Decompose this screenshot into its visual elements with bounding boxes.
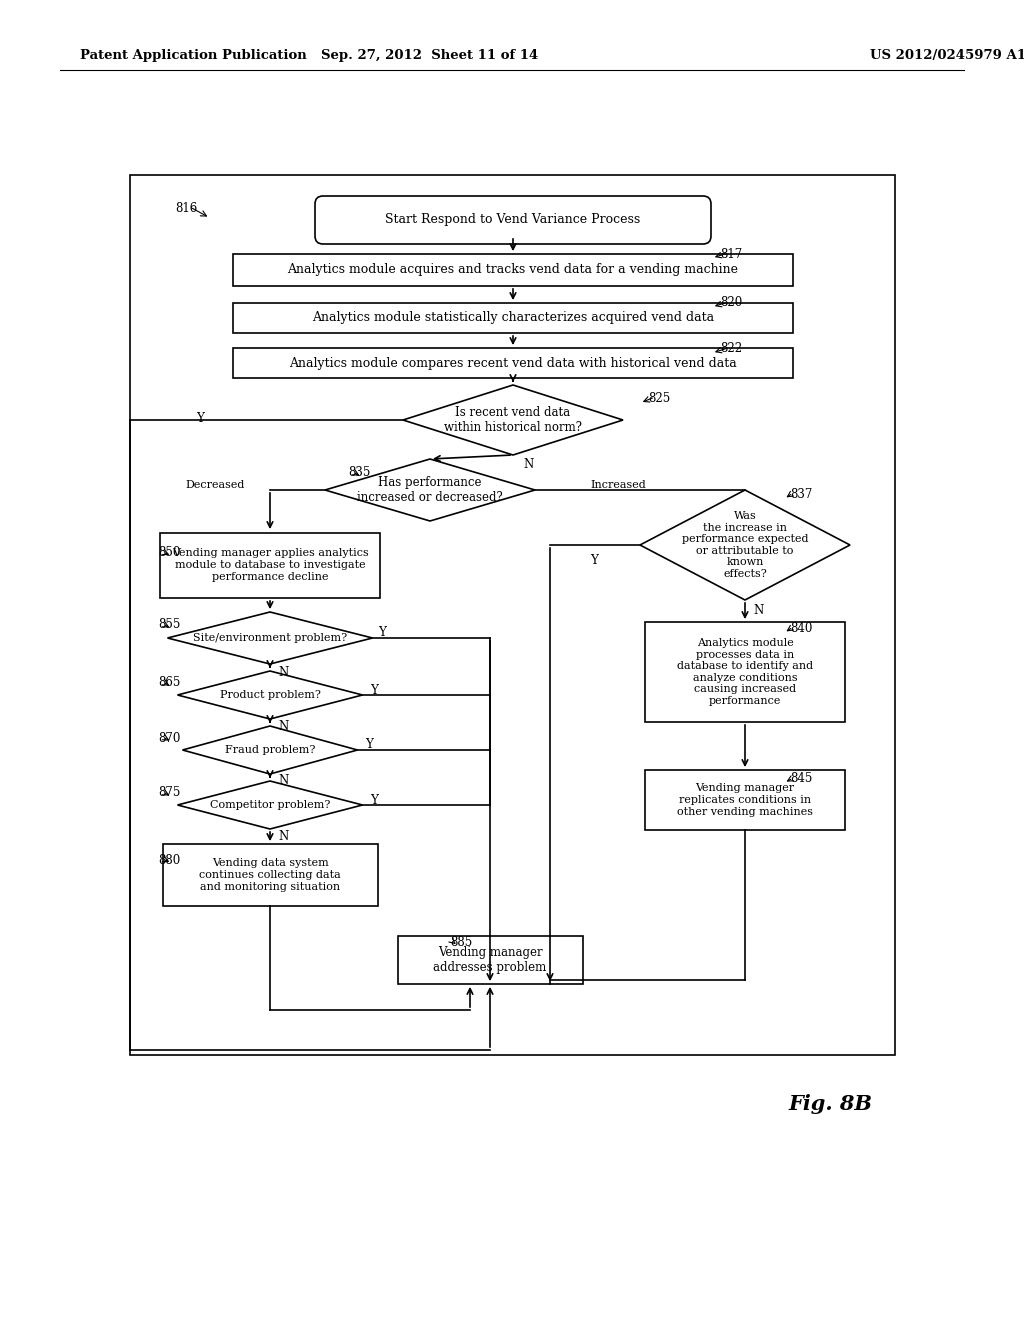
Text: Sep. 27, 2012  Sheet 11 of 14: Sep. 27, 2012 Sheet 11 of 14 (322, 49, 539, 62)
Text: US 2012/0245979 A1: US 2012/0245979 A1 (870, 49, 1024, 62)
Text: N: N (278, 775, 288, 788)
Text: Vending data system
continues collecting data
and monitoring situation: Vending data system continues collecting… (199, 858, 341, 891)
Text: Analytics module acquires and tracks vend data for a vending machine: Analytics module acquires and tracks ven… (288, 264, 738, 276)
Text: 835: 835 (348, 466, 371, 479)
FancyBboxPatch shape (315, 195, 711, 244)
Bar (233, 348, 793, 378)
Text: 845: 845 (790, 772, 812, 785)
Text: Has performance
increased or decreased?: Has performance increased or decreased? (357, 477, 503, 504)
Text: N: N (753, 603, 763, 616)
Bar (233, 253, 793, 286)
Text: Y: Y (590, 553, 598, 566)
Text: Vending manager
replicates conditions in
other vending machines: Vending manager replicates conditions in… (677, 783, 813, 817)
Text: N: N (523, 458, 534, 471)
Text: Fraud problem?: Fraud problem? (225, 744, 315, 755)
Bar (233, 304, 793, 333)
Polygon shape (177, 781, 362, 829)
Text: N: N (278, 719, 288, 733)
Bar (163, 843, 378, 906)
Text: 820: 820 (720, 297, 742, 309)
Text: N: N (278, 665, 288, 678)
Text: 855: 855 (158, 619, 180, 631)
Polygon shape (168, 612, 373, 664)
Text: 817: 817 (720, 248, 742, 260)
Polygon shape (325, 459, 535, 521)
Bar (397, 936, 583, 983)
Text: Y: Y (196, 412, 204, 425)
Text: Competitor problem?: Competitor problem? (210, 800, 330, 810)
Text: Vending manager applies analytics
module to database to investigate
performance : Vending manager applies analytics module… (172, 548, 369, 582)
Text: Analytics module compares recent vend data with historical vend data: Analytics module compares recent vend da… (289, 356, 737, 370)
Bar (645, 622, 845, 722)
Text: Analytics module statistically characterizes acquired vend data: Analytics module statistically character… (312, 312, 714, 325)
Text: Patent Application Publication: Patent Application Publication (80, 49, 307, 62)
Bar (645, 770, 845, 830)
Text: 825: 825 (648, 392, 671, 404)
Text: 865: 865 (158, 676, 180, 689)
Polygon shape (640, 490, 850, 601)
Text: 850: 850 (158, 546, 180, 560)
Text: Y: Y (370, 793, 378, 807)
Text: 837: 837 (790, 487, 812, 500)
Text: Analytics module
processes data in
database to identify and
analyze conditions
c: Analytics module processes data in datab… (677, 638, 813, 706)
Polygon shape (177, 671, 362, 719)
Text: Was
the increase in
performance expected
or attributable to
known
effects?: Was the increase in performance expected… (682, 511, 808, 579)
Bar (160, 532, 380, 598)
Text: Start Respond to Vend Variance Process: Start Respond to Vend Variance Process (385, 214, 641, 227)
Bar (130, 176, 895, 1055)
Text: 870: 870 (158, 731, 180, 744)
Polygon shape (403, 385, 623, 455)
Text: Decreased: Decreased (185, 480, 245, 490)
Polygon shape (182, 726, 357, 774)
Text: 816: 816 (175, 202, 198, 214)
Text: Increased: Increased (590, 480, 646, 490)
Text: Product problem?: Product problem? (219, 690, 321, 700)
Text: N: N (278, 829, 288, 842)
Text: 880: 880 (158, 854, 180, 866)
Text: Fig. 8B: Fig. 8B (788, 1094, 872, 1114)
Text: Y: Y (365, 738, 373, 751)
Text: 822: 822 (720, 342, 742, 355)
Text: Y: Y (370, 684, 378, 697)
Text: 840: 840 (790, 622, 812, 635)
Text: Site/environment problem?: Site/environment problem? (193, 634, 347, 643)
Text: 875: 875 (158, 787, 180, 800)
Text: Is recent vend data
within historical norm?: Is recent vend data within historical no… (444, 407, 582, 434)
Text: Y: Y (378, 627, 386, 639)
Text: Vending manager
addresses problem: Vending manager addresses problem (433, 946, 547, 974)
Text: 885: 885 (450, 936, 472, 949)
